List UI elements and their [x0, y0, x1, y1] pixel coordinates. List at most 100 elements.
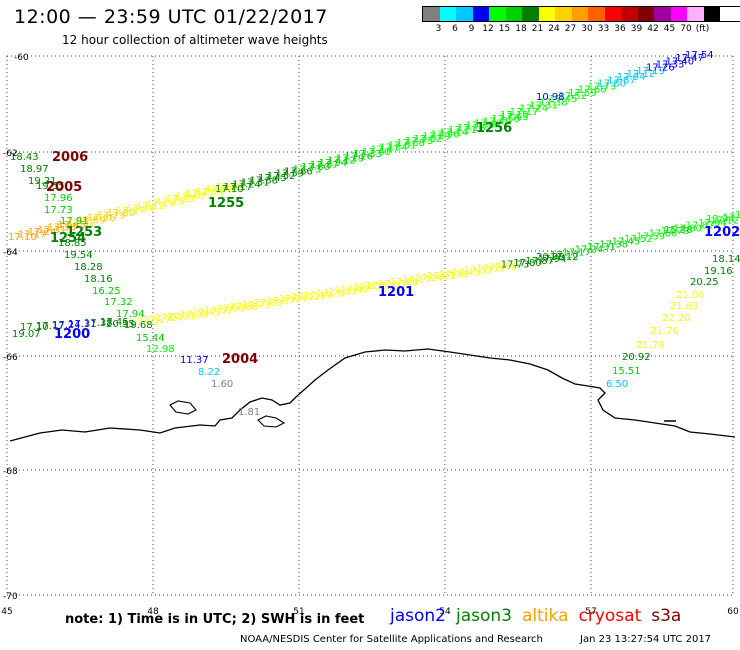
track-mark: 17.24: [155, 313, 184, 324]
track-mark: 17.66: [649, 229, 678, 240]
wave-height-value: 1.81: [238, 407, 260, 418]
track-mark: 17.10: [550, 250, 579, 261]
wave-height-value: 12.98: [146, 344, 175, 355]
track-mark: 17.17: [142, 315, 171, 326]
track-mark: 17.73: [501, 260, 530, 271]
legend-label: 39: [630, 24, 643, 34]
track-mark: 17.45: [192, 307, 221, 318]
track-mark: 17.33: [656, 59, 685, 70]
wave-height-value: 17.96: [44, 193, 73, 204]
satellite-legend: jason2 jason3 altika cryosat s3a: [390, 606, 691, 626]
track-mark: 17.24: [575, 245, 604, 256]
legend-label: 6: [452, 24, 458, 34]
track-mark: 17.80: [107, 208, 136, 219]
legend-swatch: [604, 7, 621, 21]
track-mark: 17.59: [217, 304, 246, 315]
track-mark: 17.45: [57, 220, 86, 231]
wave-height-value: 10.98: [536, 92, 565, 103]
track-mark: 17.17: [36, 321, 65, 332]
track-mark: 17.80: [513, 258, 542, 269]
lon-label: 54: [439, 607, 451, 617]
lon-label: 48: [147, 607, 159, 617]
legend-swatch: [489, 7, 506, 21]
track-mark: 17.10: [20, 322, 49, 333]
lat-label: -64: [3, 248, 18, 258]
track-mark: 17.61: [205, 184, 234, 195]
track-mark: 17.28: [457, 123, 486, 134]
track-mark: 17.40: [666, 56, 695, 67]
track-mark: 17.10: [390, 277, 419, 288]
track-mark: 17.73: [97, 211, 126, 222]
track-mark: 17.24: [519, 104, 548, 115]
wave-height-value: 21.06: [676, 290, 705, 301]
lon-label: 45: [1, 607, 12, 617]
wave-height-value: 21.76: [636, 340, 665, 351]
track-mark: 17.54: [195, 187, 224, 198]
track-mark: 17.31: [241, 177, 270, 188]
legend-swatch: [637, 7, 654, 21]
wave-height-value: 19.16: [704, 266, 733, 277]
track-mark: 17.49: [483, 116, 512, 127]
lat-lon-grid: [6, 55, 734, 596]
track-mark: 17.45: [258, 173, 287, 184]
track-mark: 17.40: [340, 285, 369, 296]
track-mark: 17.31: [587, 242, 616, 253]
track-mark: 17.24: [52, 320, 81, 331]
legend-label: (ft): [695, 24, 710, 34]
track-mark: 17.17: [402, 275, 431, 286]
track-mark: 17.52: [558, 91, 587, 102]
track-mark: 17.19: [336, 153, 365, 164]
lat-label: -70: [3, 592, 18, 602]
track-mark: 17.40: [176, 192, 205, 203]
track-mark: 17.80: [673, 223, 702, 234]
track-mark: 17.96: [431, 129, 460, 140]
wave-height-value: 18.85: [58, 238, 87, 249]
track-mark: 17.26: [156, 196, 185, 207]
page-title: 12:00 — 23:59 UTC 01/22/2017: [14, 6, 328, 28]
track-mark: 17.56: [491, 114, 520, 125]
legend-label: 27: [564, 24, 577, 34]
lat-label: -68: [3, 467, 18, 477]
wave-height-value: 1.60: [211, 379, 233, 390]
wave-height-value: 16.25: [92, 286, 121, 297]
legend-swatch: [505, 7, 522, 21]
legend-swatch: [538, 7, 555, 21]
track-mark: 17.12: [550, 252, 579, 263]
wave-height-value: 19.07: [12, 329, 41, 340]
page-subtitle: 12 hour collection of altimeter wave hei…: [62, 33, 328, 47]
track-mark: 17.94: [279, 294, 308, 305]
track-mark: 17.66: [87, 213, 116, 224]
wave-height-value: 19.54: [64, 250, 93, 261]
track-mark: 17.33: [328, 287, 357, 298]
legend-label: 42: [647, 24, 659, 34]
wave-height-value: 19.68: [124, 320, 153, 331]
wave-height-value: 18.97: [20, 164, 49, 175]
track-mark: 17.66: [488, 262, 517, 273]
wave-height-value: 17.94: [116, 309, 145, 320]
track-mark: 17.31: [529, 101, 558, 112]
legend-swatch: [687, 7, 704, 21]
color-legend: 3 6 9 12 15 18 21 24 27 30 33 36 39 42 45 70 (ft): [422, 6, 740, 36]
track-mark: 17.12: [136, 201, 165, 212]
track-mark: 17.80: [597, 78, 626, 89]
track-mark: 17.59: [77, 215, 106, 226]
altimeter-tracks: 17.1017.1717.2417.3117.3817.4517.5217.59…: [8, 50, 740, 333]
track-mark: 17.59: [568, 88, 597, 99]
pass-number-label: 1202: [704, 225, 740, 240]
track-mark: 17.82: [414, 134, 443, 145]
track-mark: 17.59: [476, 264, 505, 275]
track-mark: 17.47: [185, 189, 214, 200]
track-mark: 17.38: [439, 269, 468, 280]
track-mark: 17.73: [293, 164, 322, 175]
track-mark: 17.26: [646, 63, 675, 74]
track-mark: 17.24: [232, 180, 261, 191]
wave-height-value: 17.73: [44, 205, 73, 216]
antarctic-coastline: [9, 348, 736, 442]
legend-swatch: [588, 7, 605, 21]
wave-height-value: 18.16: [84, 274, 113, 285]
track-mark: 17.19: [723, 213, 740, 224]
track-mark: 17.26: [316, 288, 345, 299]
track-mark: 17.73: [661, 226, 690, 237]
